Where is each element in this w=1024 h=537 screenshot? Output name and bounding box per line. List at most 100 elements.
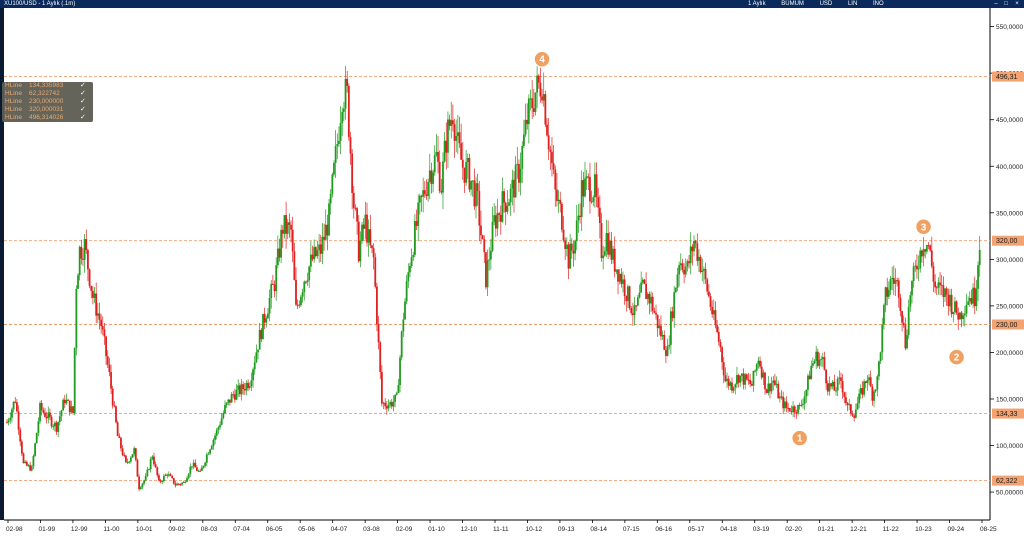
candle-body (276, 248, 279, 266)
candlestick-series (6, 61, 981, 492)
candle-body (210, 446, 213, 450)
close-icon[interactable]: × (1015, 1, 1019, 7)
candle-body (268, 298, 271, 314)
hline-legend-panel[interactable]: HLine 134,335983 ✓ HLine 62,322742 ✓ HLi… (2, 82, 93, 122)
candle-body (954, 301, 956, 312)
candle-body (524, 119, 527, 135)
legend-row[interactable]: HLine 134,335983 ✓ (2, 82, 93, 90)
maximize-icon[interactable]: □ (1004, 1, 1008, 7)
candle-body (892, 277, 895, 284)
candle-body (787, 407, 790, 409)
candle-body (759, 360, 761, 367)
candle-body (253, 362, 256, 370)
check-icon[interactable]: ✓ (80, 114, 86, 121)
candle-body (144, 476, 147, 481)
candle-body (321, 236, 324, 254)
candle-body (769, 383, 771, 392)
price-tags: 496,31 320,00 230,00 134,33 62,322 (992, 71, 1024, 486)
candle-body (559, 199, 562, 204)
candle-body (149, 459, 152, 470)
legend-row[interactable]: HLine 320,000031 ✓ (2, 106, 93, 114)
check-icon[interactable]: ✓ (80, 98, 86, 105)
candle-body (645, 283, 648, 299)
candle-body (250, 380, 253, 387)
candle-body (688, 261, 690, 264)
candle-body (357, 221, 360, 262)
candle-body (711, 306, 714, 315)
candle-body (863, 381, 865, 395)
legend-value: 230,000000 (29, 98, 64, 105)
candle-body (440, 190, 443, 193)
candle-body (861, 388, 864, 395)
candle-body (978, 249, 981, 266)
candle-body (290, 224, 292, 230)
candle-body (889, 279, 892, 290)
legend-row[interactable]: HLine 230,000000 ✓ (2, 98, 93, 106)
candle-body (461, 159, 464, 168)
candle-body (367, 229, 370, 243)
candle-body (818, 359, 821, 366)
candle-body (171, 475, 174, 479)
candle-body (111, 388, 114, 406)
candle-body (716, 325, 719, 333)
toolbar-item-currency[interactable]: USD (819, 1, 833, 7)
candle-body (483, 239, 486, 253)
candle-body (820, 359, 823, 361)
candle-body (691, 246, 694, 252)
toolbar-item-indicator[interactable]: İNO (872, 1, 884, 7)
candle-body (795, 412, 798, 414)
candle-body (450, 120, 453, 126)
candle-body (414, 221, 416, 255)
check-icon[interactable]: ✓ (80, 106, 86, 113)
wave-badge-label: 3 (921, 222, 927, 233)
x-tick-label: 05-17 (688, 526, 705, 533)
candle-body (569, 243, 572, 269)
candle-body (214, 435, 216, 440)
candle-body (957, 313, 960, 320)
candle-body (219, 424, 221, 428)
candle-body (296, 304, 299, 306)
candle-body (362, 224, 365, 229)
price-tag-bg (992, 71, 1024, 82)
candle-body (770, 382, 773, 392)
check-icon[interactable]: ✓ (80, 82, 86, 89)
candle-body (808, 375, 811, 380)
candle-body (52, 426, 55, 428)
candle-body (329, 193, 332, 204)
candle-body (12, 401, 15, 410)
candle-body (73, 347, 76, 414)
candle-body (556, 189, 558, 201)
candle-body (273, 284, 276, 292)
toolbar-item-scale[interactable]: LIN (847, 1, 858, 7)
candle-body (541, 96, 543, 101)
toolbar-item-mode[interactable]: BÜMUM (781, 1, 804, 7)
toolbar-item-period[interactable]: 1 Aylık (748, 1, 766, 7)
candle-body (620, 273, 623, 284)
minimize-icon[interactable]: – (994, 1, 998, 7)
candle-body (22, 453, 25, 463)
legend-row[interactable]: HLine 62,322742 ✓ (2, 90, 93, 98)
price-chart[interactable]: 50,00000 100,0000 150,0000 200,0000 250,0000… (0, 8, 1024, 537)
candle-body (120, 437, 122, 449)
candle-body (826, 383, 829, 392)
candle-body (729, 382, 732, 386)
legend-row[interactable]: HLine 496,314026 ✓ (2, 114, 93, 122)
candle-body (542, 94, 545, 101)
candle-body (448, 119, 451, 126)
y-tick-label: 300,0000 (996, 257, 1023, 264)
candle-body (309, 254, 312, 267)
check-icon[interactable]: ✓ (80, 90, 86, 97)
candle-body (235, 389, 238, 400)
candle-body (793, 406, 796, 413)
candle-body (930, 250, 933, 267)
candle-body (308, 266, 311, 281)
candle-body (339, 123, 342, 141)
candle-body (72, 406, 74, 414)
candle-body (35, 432, 38, 444)
candle-body (215, 429, 218, 436)
candle-body (701, 270, 704, 273)
candle-body (810, 365, 813, 380)
candle-body (972, 287, 974, 304)
candle-body (181, 482, 183, 485)
candle-body (402, 319, 405, 332)
